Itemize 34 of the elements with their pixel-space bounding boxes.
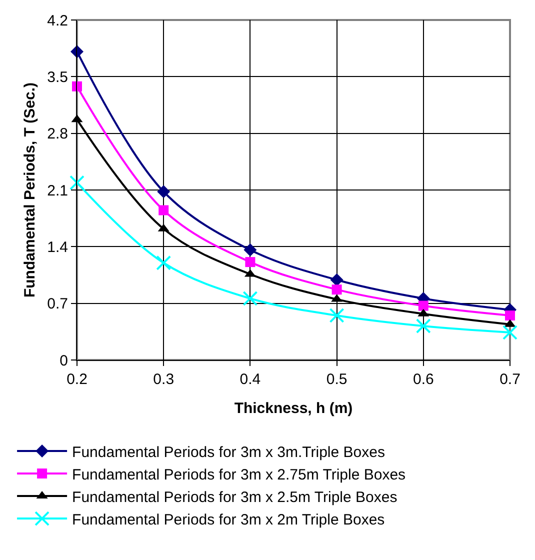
point [416, 318, 431, 334]
y-tick-label: 2.8 [47, 126, 68, 143]
point [330, 273, 344, 286]
y-tick-label: 0.7 [47, 296, 68, 313]
point [70, 175, 84, 190]
point [158, 205, 169, 216]
point [156, 255, 172, 270]
x-tick-label: 0.5 [326, 371, 348, 388]
point [502, 324, 518, 340]
point [244, 243, 257, 256]
point [245, 257, 256, 268]
point [72, 81, 82, 92]
y-tick-label: 4.2 [47, 12, 68, 30]
legend-label: Fundamental Periods for 3m x 2m Triple Boxes [72, 511, 385, 528]
x-tick-label: 0.2 [66, 371, 88, 388]
y-tick-label: 0 [60, 352, 68, 370]
point [332, 284, 342, 295]
y-tick-label: 2.1 [47, 182, 68, 200]
x-tick-label: 0.4 [240, 371, 261, 388]
y-axis-title: Fundamental Periods, T (Sec.) [21, 82, 38, 298]
point [242, 290, 258, 306]
x-tick-label: 0.6 [412, 371, 434, 388]
legend-label: Fundamental Periods for 3m x 3m.Triple Boxes [72, 444, 385, 461]
point [157, 185, 170, 198]
x-axis-title: Thickness, h (m) [234, 400, 353, 417]
point [418, 300, 428, 311]
point [329, 308, 344, 323]
x-tick-label: 0.7 [500, 371, 520, 388]
point [505, 310, 515, 320]
legend-label: Fundamental Periods for 3m x 2.5m Triple Boxes [72, 488, 398, 506]
x-tick-label: 0.3 [153, 371, 174, 388]
y-tick-label: 1.4 [47, 238, 68, 256]
legend-label: Fundamental Periods for 3m x 2.75m Triple Boxes [72, 466, 406, 484]
y-tick-label: 3.5 [47, 68, 68, 86]
